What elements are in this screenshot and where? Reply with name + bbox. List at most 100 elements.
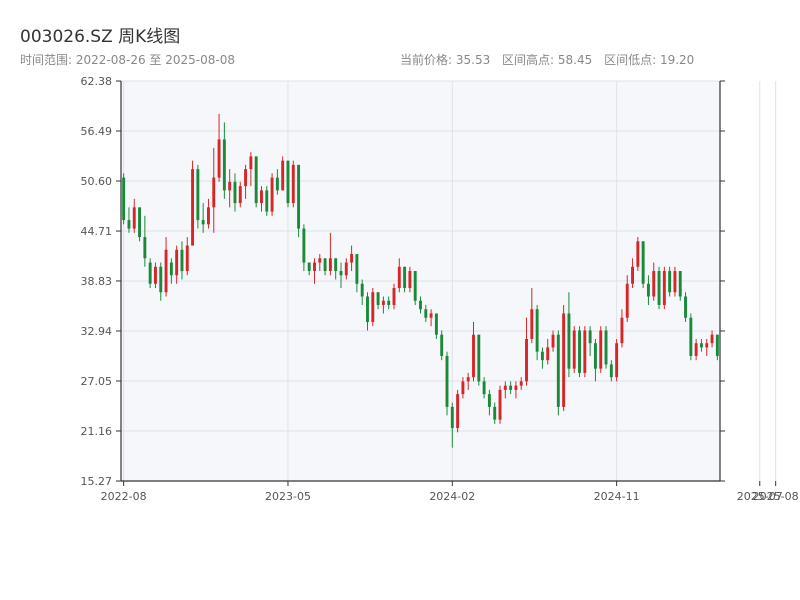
candle-body <box>175 249 179 276</box>
candle-body <box>360 283 364 297</box>
candle-body <box>530 309 534 339</box>
candle-body <box>477 334 481 382</box>
candle-body <box>525 338 528 382</box>
candle-body <box>291 164 295 204</box>
candle-body <box>599 330 603 369</box>
candle-body <box>715 334 719 356</box>
candle-body <box>328 258 332 272</box>
candle-body <box>366 296 369 322</box>
candle-body <box>625 283 629 318</box>
grid-lines <box>121 80 777 482</box>
candle-body <box>307 262 311 272</box>
candle-body <box>260 190 263 204</box>
candle-body <box>620 317 624 344</box>
candle-body <box>609 364 613 378</box>
candle-body <box>662 271 666 305</box>
candle-body <box>212 177 216 208</box>
candle-body <box>191 169 195 246</box>
candle-body <box>339 271 343 276</box>
y-tick-label: 50.60 <box>81 175 113 188</box>
candle-body <box>652 271 656 297</box>
candle-body <box>514 385 518 390</box>
candle-body <box>254 156 258 204</box>
candle-body <box>355 254 359 284</box>
y-tick-label: 62.38 <box>81 75 113 88</box>
candle-body <box>228 181 232 191</box>
candle-body <box>281 160 285 191</box>
candle-body <box>646 283 650 297</box>
candle-body <box>551 334 555 348</box>
x-tick-label: 2024-11 <box>594 490 640 503</box>
x-tick-label: 2024-02 <box>429 490 475 503</box>
candle-body <box>265 190 269 212</box>
y-tick-label: 21.16 <box>81 425 113 438</box>
candle-body <box>371 292 375 322</box>
chart-title: 003026.SZ 周K线图 <box>20 27 181 47</box>
candle-body <box>519 381 523 386</box>
candle-body <box>604 330 608 365</box>
y-tick-label: 44.71 <box>81 225 113 238</box>
y-tick-label: 56.49 <box>81 125 113 138</box>
candle-body <box>615 343 619 378</box>
y-tick-label: 15.27 <box>81 475 113 488</box>
candle-body <box>148 262 152 284</box>
y-tick-label: 32.94 <box>81 325 113 338</box>
candle-body <box>127 220 131 229</box>
candle-body <box>450 406 454 429</box>
candle-body <box>678 271 682 297</box>
candle-body <box>222 139 226 191</box>
candle-body <box>684 296 688 318</box>
candle-body <box>578 330 581 373</box>
candle-body <box>275 177 279 191</box>
candle-body <box>132 207 136 229</box>
candle-body <box>249 156 253 170</box>
candle-body <box>445 355 449 407</box>
candle-body <box>689 317 693 356</box>
candle-body <box>122 177 126 221</box>
y-tick-label: 38.83 <box>81 275 113 288</box>
candle-body <box>535 309 539 352</box>
candle-body <box>588 330 592 344</box>
candle-body <box>456 394 460 429</box>
candle-body <box>466 377 470 382</box>
range-low-text: 区间低点: 19.20 <box>604 53 695 67</box>
y-axis-ticks: 62.38 56.49 50.60 44.71 38.83 32.94 27.05 21.16… <box>81 75 725 488</box>
candle-body <box>631 266 634 284</box>
candle-body <box>196 169 200 221</box>
candle-body <box>705 343 709 348</box>
candle-body <box>710 334 714 344</box>
y-tick-label: 27.05 <box>81 375 113 388</box>
candle-body <box>636 241 640 267</box>
candle-body <box>318 258 322 263</box>
candle-body <box>540 351 544 361</box>
current-price-text: 当前价格: 35.53 <box>400 53 491 67</box>
candle-body <box>169 262 173 276</box>
candle-body <box>376 292 380 305</box>
candle-body <box>562 313 566 407</box>
candle-body <box>657 271 661 305</box>
candle-body <box>201 220 205 225</box>
candle-body <box>297 164 301 229</box>
candle-body <box>482 381 486 395</box>
candle-body <box>334 258 338 272</box>
candle-body <box>641 241 645 284</box>
candle-body <box>244 169 248 187</box>
candle-body <box>138 207 142 238</box>
candle-body <box>503 385 507 390</box>
candle-body <box>313 262 316 272</box>
candle-body <box>556 334 560 407</box>
candle-body <box>207 207 210 225</box>
x-tick-label: 2025-07 <box>737 490 783 503</box>
candle-body <box>350 254 354 263</box>
candle-body <box>583 330 587 373</box>
candle-body <box>493 406 497 420</box>
candle-body <box>270 177 274 212</box>
x-tick-label: 2023-05 <box>265 490 311 503</box>
candle-body <box>424 309 428 318</box>
candle-body <box>673 271 677 293</box>
date-range-text: 时间范围: 2022-08-26 至 2025-08-08 <box>20 53 235 67</box>
candle-body <box>159 266 163 293</box>
candle-body <box>487 394 491 407</box>
